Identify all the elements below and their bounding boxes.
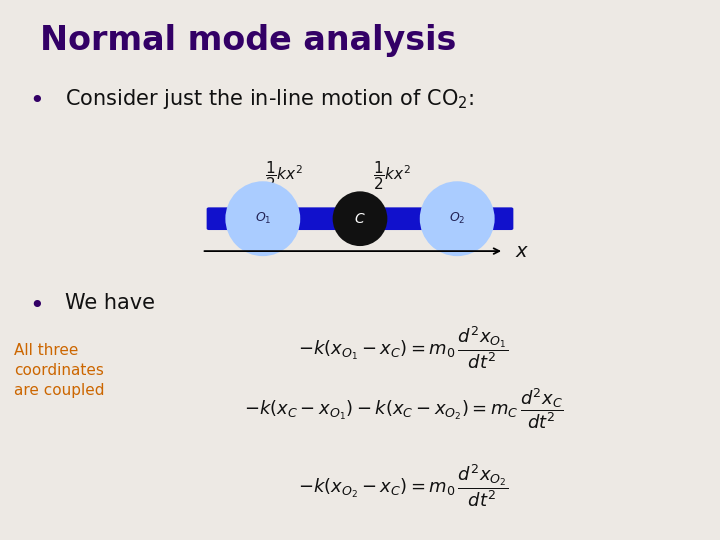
Text: •: • — [29, 294, 43, 318]
Text: $O_1$: $O_1$ — [254, 211, 271, 226]
Text: $-k\left(x_{O_2}-x_C\right)=m_0\,\dfrac{d^2x_{O_2}}{dt^2}$: $-k\left(x_{O_2}-x_C\right)=m_0\,\dfrac{… — [298, 462, 508, 509]
Ellipse shape — [333, 191, 387, 246]
Text: •: • — [29, 89, 43, 113]
Ellipse shape — [420, 181, 495, 256]
Text: $O_2$: $O_2$ — [449, 211, 465, 226]
Text: $C$: $C$ — [354, 212, 366, 226]
Text: Consider just the in-line motion of $\mathregular{CO_2}$:: Consider just the in-line motion of $\ma… — [65, 87, 474, 111]
Text: $-k\left(x_C-x_{O_1}\right)-k\left(x_C-x_{O_2}\right)=m_C\,\dfrac{d^2x_C}{dt^2}$: $-k\left(x_C-x_{O_1}\right)-k\left(x_C-x… — [243, 386, 563, 431]
Text: All three
coordinates
are coupled: All three coordinates are coupled — [14, 343, 105, 397]
Text: $\dfrac{1}{2}kx^2$: $\dfrac{1}{2}kx^2$ — [374, 159, 411, 192]
FancyBboxPatch shape — [207, 207, 513, 230]
Text: $-k\left(x_{O_1}-x_C\right)=m_0\,\dfrac{d^2x_{O_1}}{dt^2}$: $-k\left(x_{O_1}-x_C\right)=m_0\,\dfrac{… — [298, 324, 508, 371]
Text: $\dfrac{1}{2}kx^2$: $\dfrac{1}{2}kx^2$ — [266, 159, 303, 192]
Text: Normal mode analysis: Normal mode analysis — [40, 24, 456, 57]
Text: We have: We have — [65, 293, 155, 313]
Text: $x$: $x$ — [515, 241, 529, 261]
Ellipse shape — [225, 181, 300, 256]
